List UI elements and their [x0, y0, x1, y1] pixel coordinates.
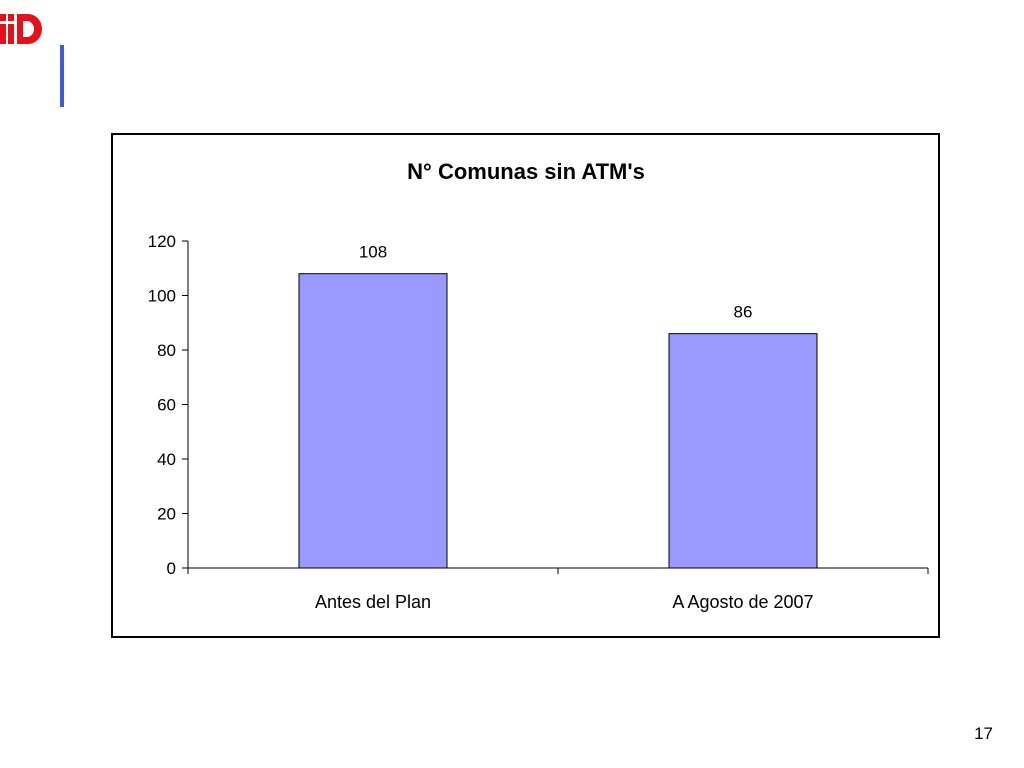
- y-tick-label: 120: [148, 232, 176, 251]
- logo-shape: [8, 24, 14, 44]
- bar: [298, 273, 448, 569]
- y-tick-label: 0: [167, 559, 176, 578]
- bar-data-label: 86: [734, 303, 753, 322]
- brand-logo-icon: [0, 14, 44, 46]
- y-tick-label: 40: [157, 450, 176, 469]
- y-tick-label: 80: [157, 341, 176, 360]
- y-tick-label: 20: [157, 505, 176, 524]
- logo-shape: [0, 14, 6, 21]
- bar-data-label: 108: [359, 243, 387, 262]
- chart-frame: N° Comunas sin ATM's 0 20 40 60 80 100 120 108 A…: [111, 133, 940, 638]
- logo-shape: [17, 14, 42, 44]
- y-tick-label: 100: [148, 287, 176, 306]
- chart-title: N° Comunas sin ATM's: [407, 159, 645, 184]
- logo-shape: [0, 24, 6, 44]
- title-accent-bar: [60, 45, 64, 107]
- x-category-label: Antes del Plan: [315, 592, 431, 612]
- y-tick-label: 60: [157, 396, 176, 415]
- page-number: 17: [974, 724, 993, 743]
- bar-chart: N° Comunas sin ATM's 0 20 40 60 80 100 120 108 A…: [148, 159, 929, 612]
- logo-shape: [8, 14, 14, 21]
- x-category-label: A Agosto de 2007: [672, 592, 813, 612]
- bar: [668, 333, 818, 569]
